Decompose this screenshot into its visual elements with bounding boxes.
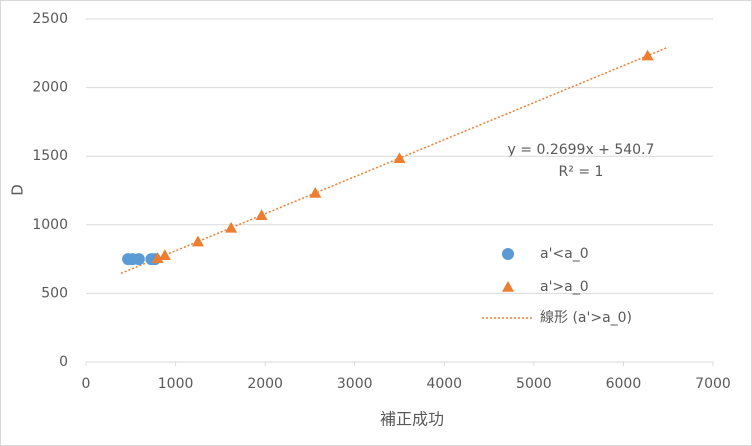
point [225, 221, 238, 233]
y-tick-label: 2500 [32, 11, 68, 27]
legend-label: a'>a_0 [540, 279, 589, 295]
x-tick-label: 4000 [426, 376, 462, 392]
trendline-equation: y = 0.2699x + 540.7 [508, 142, 655, 158]
legend-marker [502, 248, 514, 260]
y-tick-label: 2000 [32, 80, 68, 96]
y-tick-label: 0 [59, 354, 68, 370]
legend-label: 線形 (a'>a_0) [540, 310, 632, 326]
legend-label: a'<a_0 [540, 246, 589, 262]
y-tick-label: 1500 [32, 148, 68, 164]
point [393, 152, 406, 164]
r-squared: R² = 1 [559, 164, 604, 180]
x-tick-label: 0 [82, 376, 91, 392]
point [309, 186, 322, 198]
point [132, 253, 145, 266]
trendline [120, 46, 669, 275]
point [191, 235, 204, 247]
point [255, 209, 268, 220]
y-tick-label: 500 [41, 285, 68, 301]
x-tick-label: 2000 [247, 376, 283, 392]
x-tick-label: 1000 [158, 376, 194, 392]
point [158, 249, 171, 261]
x-tick-label: 5000 [516, 376, 552, 392]
x-tick-label: 6000 [606, 376, 642, 392]
point [641, 49, 654, 61]
x-tick-label: 3000 [337, 376, 373, 392]
y-axis-label: D [9, 184, 27, 196]
x-tick-label: 7000 [695, 376, 731, 392]
legend-marker [502, 281, 514, 292]
y-tick-label: 1000 [32, 217, 68, 233]
x-axis-label: 補正成功 [380, 410, 444, 429]
point [151, 252, 164, 263]
